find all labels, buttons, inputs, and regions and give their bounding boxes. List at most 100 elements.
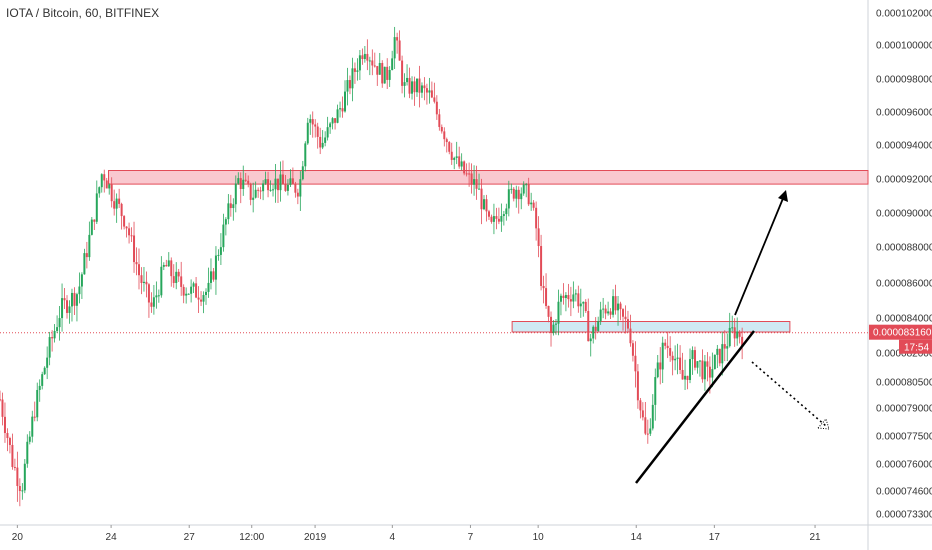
x-tick-label: 27 <box>184 532 196 543</box>
candle-body <box>311 119 314 125</box>
candle-body <box>420 85 423 93</box>
candle-body <box>607 311 610 314</box>
candle-body <box>731 327 734 329</box>
candle-body <box>46 357 49 368</box>
candle-body <box>473 179 476 185</box>
candle-body <box>691 350 694 360</box>
candle-body <box>654 377 657 405</box>
candle-body <box>500 216 503 222</box>
candle-body <box>587 311 590 342</box>
x-tick-label: 21 <box>809 532 821 543</box>
candle-body <box>463 161 466 174</box>
candle-body <box>383 66 386 84</box>
candle-body <box>612 296 615 315</box>
candle-body <box>222 224 225 248</box>
candle-body <box>495 216 498 219</box>
countdown-badge <box>899 339 932 354</box>
candle-body <box>532 202 535 208</box>
candle-body <box>535 207 538 229</box>
candle-body <box>227 203 230 220</box>
candle-body <box>185 293 188 296</box>
candle-body <box>716 348 719 355</box>
candle-body <box>453 157 456 160</box>
candle-body <box>115 198 118 209</box>
candle-body <box>31 416 34 437</box>
candle-body <box>120 203 123 217</box>
candle-body <box>708 366 711 378</box>
candle-body <box>639 400 642 411</box>
candle-body <box>0 399 1 401</box>
candle-body <box>478 188 481 190</box>
candle-body <box>396 37 399 41</box>
candle-body <box>142 281 145 284</box>
candle-body <box>557 301 560 324</box>
candle-body <box>614 296 617 311</box>
candle-body <box>728 327 731 347</box>
candle-body <box>93 219 96 222</box>
candle-body <box>624 316 627 320</box>
candle-body <box>584 301 587 312</box>
candle-body <box>36 389 39 418</box>
candle-body <box>190 286 193 294</box>
candle-body <box>212 271 215 280</box>
candle-body <box>68 306 71 313</box>
candle-body <box>75 294 78 306</box>
candle-body <box>530 202 533 205</box>
candle-body <box>726 346 729 349</box>
candle-body <box>98 187 101 194</box>
candle-body <box>550 316 553 334</box>
candle-body <box>244 179 247 181</box>
candle-body <box>344 91 347 112</box>
candle-body <box>378 62 381 75</box>
candle-body <box>108 184 111 189</box>
candle-body <box>644 417 647 434</box>
candle-body <box>135 262 138 265</box>
candle-body <box>693 350 696 368</box>
candle-body <box>187 293 190 295</box>
candle-body <box>651 404 654 429</box>
candle-body <box>460 161 463 167</box>
candle-body <box>172 276 175 283</box>
candle-body <box>272 189 275 191</box>
candle-body <box>11 444 14 467</box>
candle-body <box>197 297 200 300</box>
candle-body <box>428 90 431 93</box>
candle-body <box>43 367 46 375</box>
candle-body <box>294 183 297 193</box>
candle-body <box>718 348 721 364</box>
candle-body <box>264 179 267 184</box>
candle-body <box>21 490 24 492</box>
candle-body <box>205 291 208 296</box>
candle-body <box>411 81 414 94</box>
candle-body <box>284 184 287 191</box>
candle-body <box>619 303 622 310</box>
candle-body <box>689 359 692 380</box>
candle-body <box>281 174 284 185</box>
candle-body <box>217 254 220 256</box>
candle-body <box>656 362 659 378</box>
candle-body <box>358 55 361 71</box>
candle-body <box>182 286 185 296</box>
candle-body <box>155 295 158 298</box>
candle-body <box>324 137 327 143</box>
candle-body <box>706 361 709 367</box>
candle-body <box>681 369 684 380</box>
candle-body <box>286 184 289 191</box>
candle-body <box>160 266 163 296</box>
candle-body <box>145 281 148 285</box>
x-tick-label: 12:00 <box>239 532 264 543</box>
x-tick-label: 24 <box>106 532 118 543</box>
candle-body <box>130 235 133 237</box>
candle-body <box>192 283 195 287</box>
candle-body <box>582 301 585 304</box>
candle-body <box>373 65 376 67</box>
bearish-arrowhead <box>816 417 830 430</box>
candle-body <box>418 78 421 93</box>
candle-body <box>88 234 91 258</box>
